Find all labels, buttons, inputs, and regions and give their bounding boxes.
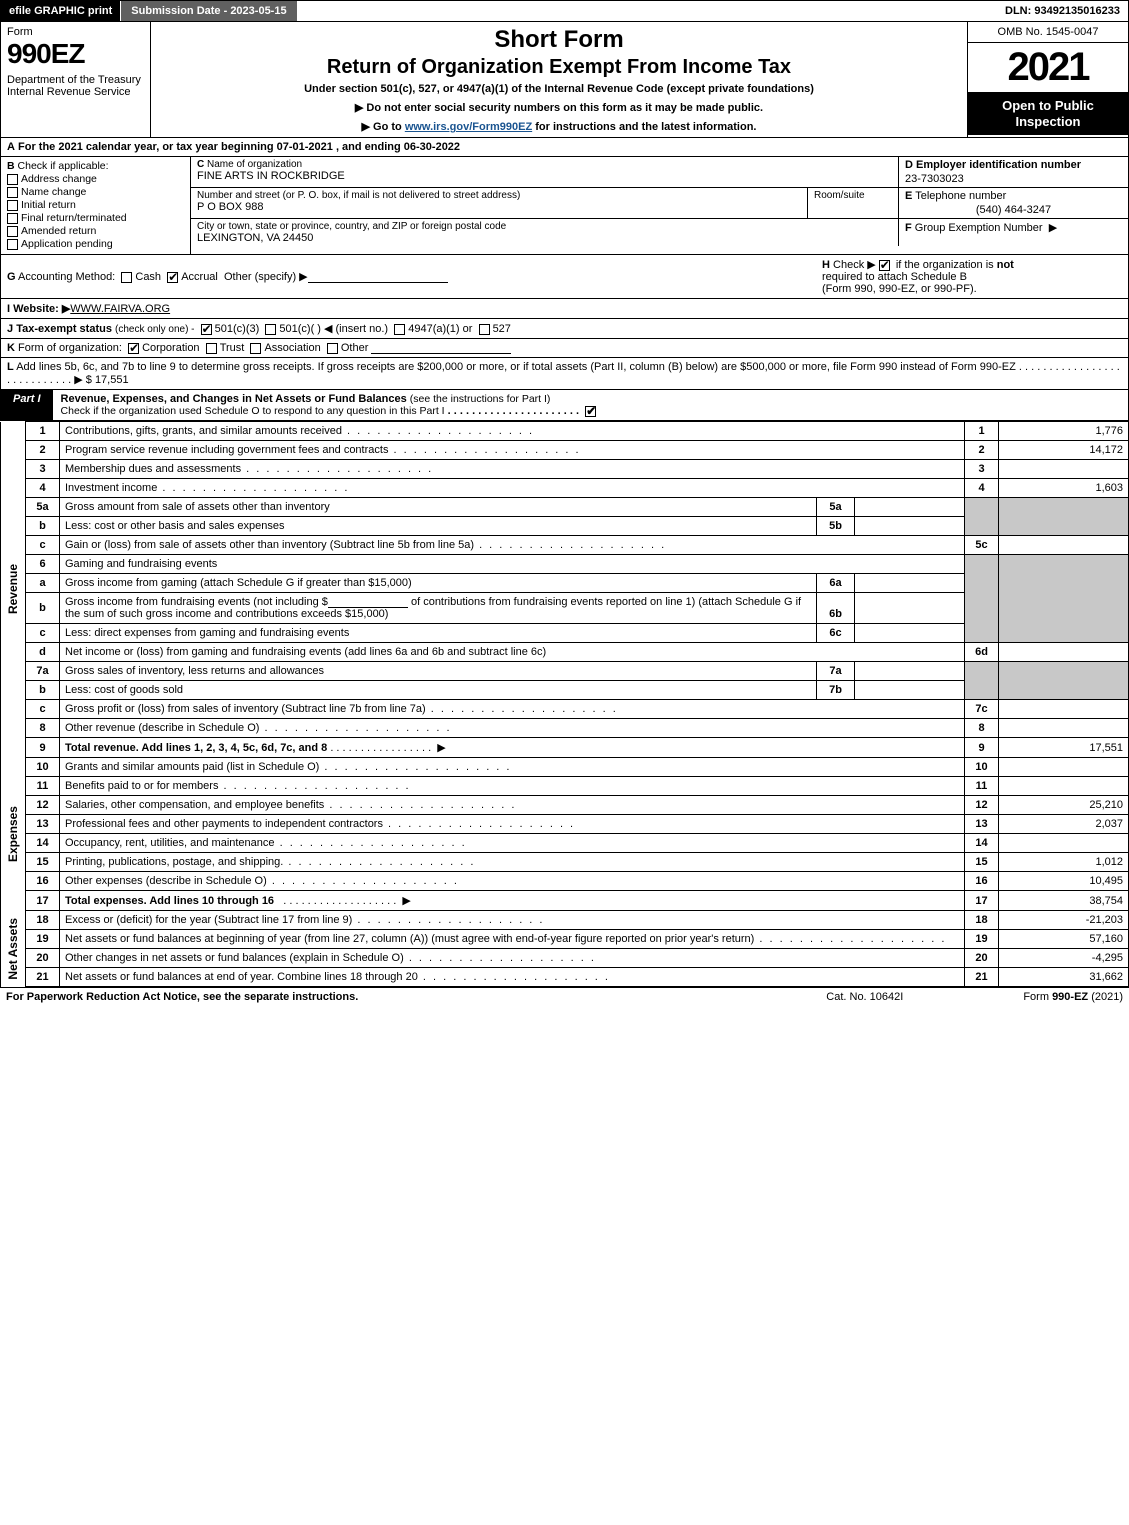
row-i: I Website: ▶WWW.FAIRVA.ORG xyxy=(0,299,1129,319)
row-j: J Tax-exempt status (check only one) - 5… xyxy=(0,319,1129,339)
line-7c: cGross profit or (loss) from sales of in… xyxy=(1,700,1129,719)
line-6: 6Gaming and fundraising events xyxy=(1,555,1129,574)
check-corporation[interactable] xyxy=(128,343,139,354)
check-501c[interactable] xyxy=(265,324,276,335)
row-gh: G Accounting Method: Cash Accrual Other … xyxy=(0,255,1129,299)
netassets-label: Net Assets xyxy=(6,918,20,980)
line-4: 4Investment income41,603 xyxy=(1,479,1129,498)
city: LEXINGTON, VA 24450 xyxy=(197,232,892,244)
line-16: 16Other expenses (describe in Schedule O… xyxy=(1,872,1129,891)
lines-table: Revenue 1Contributions, gifts, grants, a… xyxy=(0,421,1129,987)
line-7a: 7aGross sales of inventory, less returns… xyxy=(1,662,1129,681)
form-number: 990EZ xyxy=(7,38,144,70)
line-5c: cGain or (loss) from sale of assets othe… xyxy=(1,536,1129,555)
line-2: 2Program service revenue including gover… xyxy=(1,441,1129,460)
check-schedule-b[interactable] xyxy=(879,260,890,271)
check-schedule-o-part1[interactable] xyxy=(585,406,596,417)
address-cell: Number and street (or P. O. box, if mail… xyxy=(191,188,808,218)
row-a: A For the 2021 calendar year, or tax yea… xyxy=(0,138,1129,157)
check-501c3[interactable] xyxy=(201,324,212,335)
paperwork-notice: For Paperwork Reduction Act Notice, see … xyxy=(6,991,826,1003)
line-7b: bLess: cost of goods sold7b xyxy=(1,681,1129,700)
line-19: 19Net assets or fund balances at beginni… xyxy=(1,930,1129,949)
org-name: FINE ARTS IN ROCKBRIDGE xyxy=(197,170,892,182)
line-12: 12Salaries, other compensation, and empl… xyxy=(1,796,1129,815)
check-name-change[interactable]: Name change xyxy=(7,186,184,198)
part-i-header: Part I Revenue, Expenses, and Changes in… xyxy=(0,390,1129,421)
city-cell: City or town, state or province, country… xyxy=(191,219,898,246)
line-10: Expenses 10Grants and similar amounts pa… xyxy=(1,758,1129,777)
line-6c: cLess: direct expenses from gaming and f… xyxy=(1,624,1129,643)
phone-cell: E Telephone number (540) 464-3247 xyxy=(898,188,1128,218)
part-i-tag: Part I xyxy=(1,390,53,420)
check-address-change[interactable]: Address change xyxy=(7,173,184,185)
check-4947[interactable] xyxy=(394,324,405,335)
line-20: 20Other changes in net assets or fund ba… xyxy=(1,949,1129,968)
line-6d: dNet income or (loss) from gaming and fu… xyxy=(1,643,1129,662)
phone: (540) 464-3247 xyxy=(905,204,1122,216)
tax-year-range: For the 2021 calendar year, or tax year … xyxy=(18,141,460,153)
line-5b: bLess: cost or other basis and sales exp… xyxy=(1,517,1129,536)
group-exemption-cell: F Group Exemption Number ▶ xyxy=(898,219,1128,246)
revenue-label: Revenue xyxy=(6,564,20,614)
line-17: 17Total expenses. Add lines 10 through 1… xyxy=(1,891,1129,911)
form-word: Form xyxy=(7,26,144,38)
col-b: B Check if applicable: Address change Na… xyxy=(1,157,191,254)
gross-receipts: ▶ $ 17,551 xyxy=(74,374,128,386)
check-initial-return[interactable]: Initial return xyxy=(7,199,184,211)
schedule-b-check: H Check ▶ if the organization is not req… xyxy=(822,258,1122,295)
check-527[interactable] xyxy=(479,324,490,335)
cat-no: Cat. No. 10642I xyxy=(826,991,903,1003)
line-6a: aGross income from gaming (attach Schedu… xyxy=(1,574,1129,593)
under-section: Under section 501(c), 527, or 4947(a)(1)… xyxy=(159,83,959,95)
goto-note: ▶ Go to www.irs.gov/Form990EZ for instru… xyxy=(159,120,959,133)
check-accrual[interactable] xyxy=(167,272,178,283)
department: Department of the Treasury Internal Reve… xyxy=(7,74,144,98)
check-amended-return[interactable]: Amended return xyxy=(7,225,184,237)
line-1: Revenue 1Contributions, gifts, grants, a… xyxy=(1,422,1129,441)
ein-cell: D Employer identification number 23-7303… xyxy=(898,157,1128,187)
line-9: 9Total revenue. Add lines 1, 2, 3, 4, 5c… xyxy=(1,738,1129,758)
line-8: 8Other revenue (describe in Schedule O)8 xyxy=(1,719,1129,738)
row-k: K Form of organization: Corporation Trus… xyxy=(0,339,1129,358)
line-11: 11Benefits paid to or for members11 xyxy=(1,777,1129,796)
address: P O BOX 988 xyxy=(197,201,801,213)
check-other-org[interactable] xyxy=(327,343,338,354)
room-suite-cell: Room/suite xyxy=(808,188,898,218)
short-form-title: Short Form xyxy=(159,26,959,54)
check-cash[interactable] xyxy=(121,272,132,283)
row-bcdef: B Check if applicable: Address change Na… xyxy=(0,157,1129,255)
line-15: 15Printing, publications, postage, and s… xyxy=(1,853,1129,872)
org-name-cell: C Name of organization FINE ARTS IN ROCK… xyxy=(191,157,898,187)
inspection-badge: Open to Public Inspection xyxy=(968,92,1128,135)
omb-number: OMB No. 1545-0047 xyxy=(968,22,1128,43)
ein: 23-7303023 xyxy=(905,173,1122,185)
line-14: 14Occupancy, rent, utilities, and mainte… xyxy=(1,834,1129,853)
line-3: 3Membership dues and assessments3 xyxy=(1,460,1129,479)
irs-link[interactable]: www.irs.gov/Form990EZ xyxy=(405,121,532,133)
form-header: Form 990EZ Department of the Treasury In… xyxy=(0,22,1129,138)
website-link[interactable]: WWW.FAIRVA.ORG xyxy=(70,303,170,315)
line-6b: bGross income from fundraising events (n… xyxy=(1,593,1129,624)
tax-year: 2021 xyxy=(968,43,1128,92)
dln: DLN: 93492135016233 xyxy=(997,1,1128,21)
line-5a: 5aGross amount from sale of assets other… xyxy=(1,498,1129,517)
submission-date: Submission Date - 2023-05-15 xyxy=(121,1,296,21)
form-title: Return of Organization Exempt From Incom… xyxy=(159,56,959,79)
page-footer: For Paperwork Reduction Act Notice, see … xyxy=(0,987,1129,1006)
form-ref: Form 990-EZ (2021) xyxy=(1023,991,1123,1003)
line-18: Net Assets 18Excess or (deficit) for the… xyxy=(1,911,1129,930)
check-association[interactable] xyxy=(250,343,261,354)
check-final-return[interactable]: Final return/terminated xyxy=(7,212,184,224)
line-13: 13Professional fees and other payments t… xyxy=(1,815,1129,834)
efile-print-button[interactable]: efile GRAPHIC print xyxy=(1,1,121,21)
expenses-label: Expenses xyxy=(6,806,20,862)
top-bar: efile GRAPHIC print Submission Date - 20… xyxy=(0,0,1129,22)
accounting-method: G Accounting Method: Cash Accrual Other … xyxy=(7,270,448,283)
line-21: 21Net assets or fund balances at end of … xyxy=(1,968,1129,987)
row-l: L Add lines 5b, 6c, and 7b to line 9 to … xyxy=(0,358,1129,390)
ssn-note: ▶ Do not enter social security numbers o… xyxy=(159,101,959,114)
check-application-pending[interactable]: Application pending xyxy=(7,238,184,250)
check-trust[interactable] xyxy=(206,343,217,354)
